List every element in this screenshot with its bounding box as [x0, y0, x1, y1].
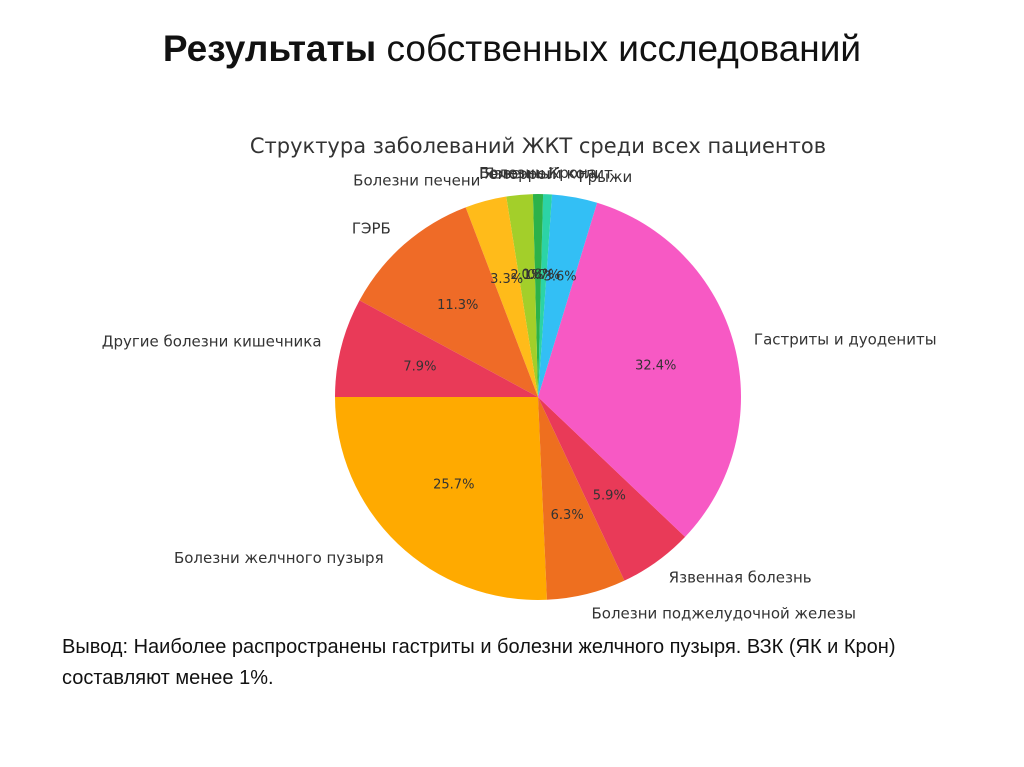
pie-slice — [335, 300, 538, 397]
slice-category-label: Болезни печени — [353, 172, 480, 190]
slice-percent-label: 0.8% — [521, 268, 554, 283]
pie-slice — [538, 397, 625, 600]
slice-category-label: Гастриты и дуодениты — [754, 331, 937, 349]
pie-slice — [538, 202, 742, 537]
slice-category-label: Другие болезни кишечника — [102, 333, 322, 351]
slide-title: Результаты собственных исследований — [0, 28, 1024, 70]
slice-category-label: Грыжи — [578, 168, 632, 186]
slide-title-bold: Результаты — [162, 28, 377, 69]
slice-category-label: Язвенная болезнь — [669, 569, 812, 587]
slice-category-label: Болезни поджелудочной железы — [591, 604, 855, 622]
pie-slice — [532, 194, 544, 397]
slide-title-rest: собственных исследований — [376, 28, 862, 69]
slice-percent-label: 3.6% — [544, 270, 577, 285]
slice-percent-label: 6.3% — [551, 508, 584, 523]
slice-percent-label: 2.1% — [510, 268, 543, 283]
slice-percent-label: 32.4% — [635, 358, 676, 373]
pie-slice — [335, 397, 547, 600]
slice-category-label: Болезни желчного пузыря — [174, 549, 384, 567]
slice-category-label: ГЭРБ — [352, 220, 391, 238]
pie-category-labels: Болезни желчного пузыря Болезни поджелудо… — [102, 164, 937, 622]
pie-slices — [335, 194, 742, 600]
slice-percent-label: 0.7% — [527, 268, 560, 283]
chart-title: Структура заболеваний ЖКТ среди всех пац… — [250, 134, 826, 158]
slice-percent-label: 7.9% — [403, 360, 436, 375]
slice-percent-label: 5.9% — [593, 488, 626, 503]
pie-slice — [538, 194, 598, 397]
slice-category-label: Болезнь Крона — [479, 164, 597, 182]
slice-percent-label: 3.3% — [490, 272, 523, 287]
pie-chart: Структура заболеваний ЖКТ среди всех пац… — [0, 110, 1024, 630]
pie-slice — [506, 194, 538, 397]
slice-percent-label: 11.3% — [437, 298, 478, 313]
slice-category-label: Геморрой — [479, 165, 556, 183]
pie-slice — [359, 207, 538, 397]
conclusion-text: Вывод: Наиболее распространены гастриты … — [62, 636, 896, 689]
pie-slice — [465, 196, 538, 397]
slice-percent-label: 25.7% — [433, 477, 474, 492]
slice-category-label: Язвенный колит — [484, 164, 613, 182]
pie-percent-labels: 25.7% 6.3% 5.9% 32.4% 3.6%0.7%0.8%2.1%3.3% 11… — [403, 268, 676, 523]
pie-chart-svg: Структура заболеваний ЖКТ среди всех пац… — [102, 134, 937, 622]
pie-slice — [538, 194, 553, 397]
pie-slice — [538, 397, 686, 581]
